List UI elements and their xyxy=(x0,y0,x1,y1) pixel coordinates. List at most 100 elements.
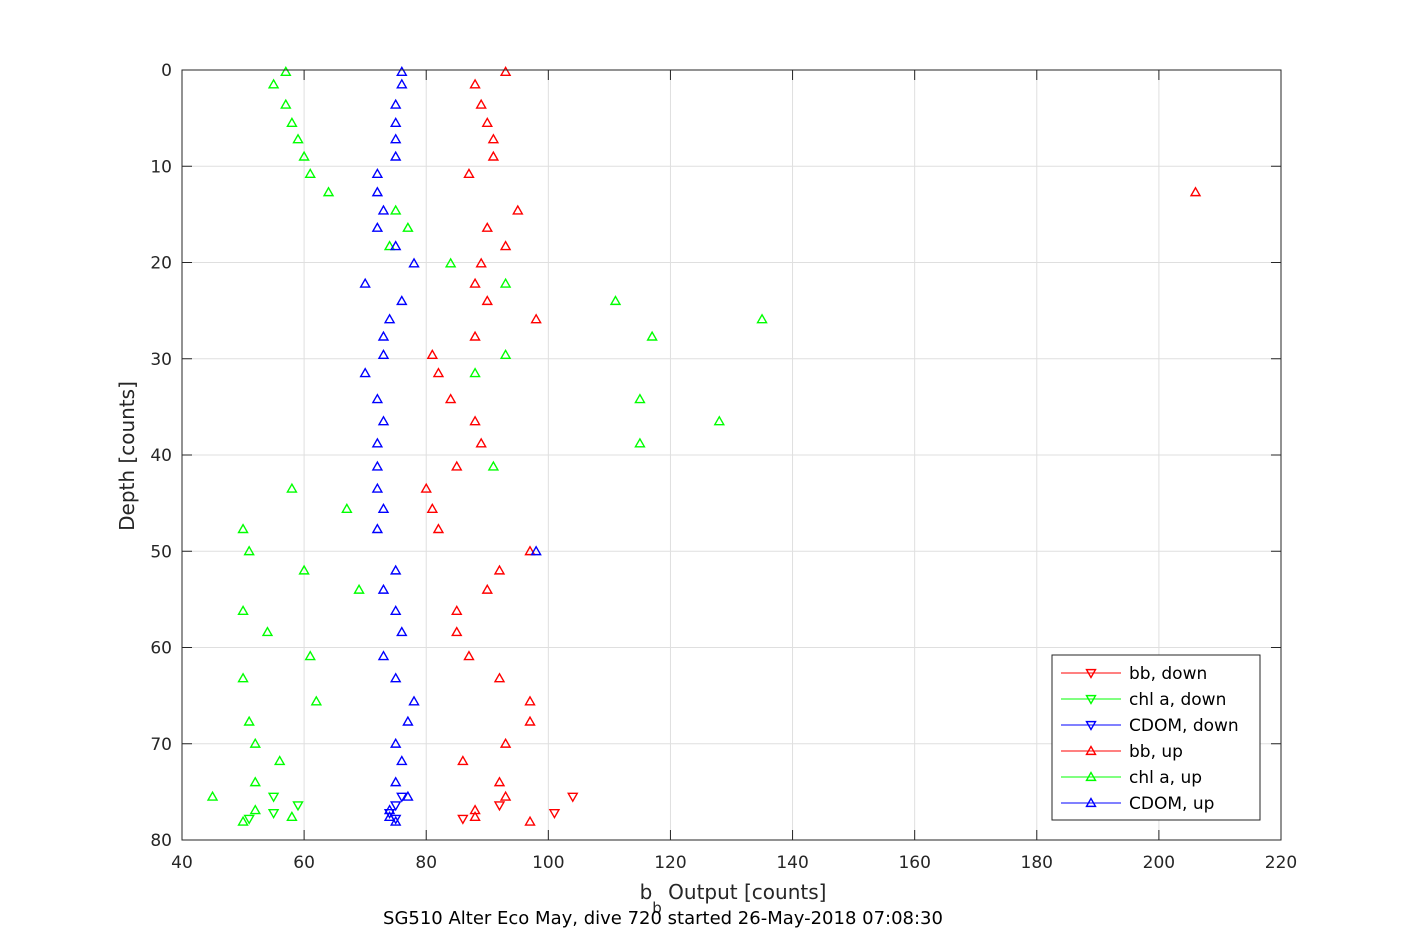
legend-marker-cdom-down xyxy=(1085,720,1097,731)
point-cdom-up xyxy=(389,776,402,787)
point-bb-up xyxy=(481,221,493,232)
point-bb-up xyxy=(524,545,536,556)
point-cdom-up xyxy=(371,221,384,232)
figure-caption: SG510 Alter Eco May, dive 720 started 26… xyxy=(383,908,943,929)
x-tick-label: 180 xyxy=(1021,853,1053,873)
point-bb-up xyxy=(499,737,512,748)
data-marks xyxy=(206,66,1202,826)
point-bb-up xyxy=(524,695,536,706)
y-tick-label: 40 xyxy=(150,446,172,466)
point-cdom-up xyxy=(377,330,390,341)
legend-label-cdom-down: CDOM, down xyxy=(1129,716,1239,736)
point-cdom-up xyxy=(377,583,390,594)
x-tick-label: 160 xyxy=(898,853,930,873)
point-chl-a-up xyxy=(713,415,725,426)
legend-marker-chl-a-down xyxy=(1085,694,1097,705)
point-cdom-up xyxy=(389,672,402,683)
point-chl-a-up xyxy=(267,78,280,89)
x-tick-label: 140 xyxy=(776,853,808,873)
point-cdom-up xyxy=(396,626,408,637)
point-cdom-up xyxy=(371,186,384,197)
point-cdom-up xyxy=(371,482,384,493)
point-bb-down xyxy=(457,814,469,825)
point-chl-a-up xyxy=(298,150,310,161)
point-chl-a-up xyxy=(280,66,292,76)
point-bb-up xyxy=(475,257,487,268)
point-chl-a-up xyxy=(249,737,261,748)
point-chl-a-up xyxy=(304,650,316,661)
point-bb-down xyxy=(567,792,579,803)
point-chl-a-up xyxy=(298,564,310,575)
point-chl-a-up xyxy=(273,755,286,766)
point-cdom-up xyxy=(371,523,384,534)
point-cdom-down xyxy=(396,792,408,803)
legend-label-chl-a-down: chl a, down xyxy=(1129,690,1226,710)
point-cdom-up xyxy=(389,133,402,144)
point-chl-a-up xyxy=(444,257,457,268)
x-tick-label: 40 xyxy=(171,853,193,873)
x-tick-label: 60 xyxy=(293,853,315,873)
point-chl-a-up xyxy=(634,393,646,404)
legend-items: bb, down chl a, down CDOM, down bb, up chl a… xyxy=(1061,664,1239,814)
point-chl-a-up xyxy=(499,277,512,288)
point-chl-a-down xyxy=(267,808,280,819)
point-cdom-up xyxy=(371,460,384,471)
point-bb-up xyxy=(481,117,493,128)
point-chl-a-up xyxy=(206,790,219,801)
point-bb-up xyxy=(432,523,445,534)
legend-marker-cdom-up xyxy=(1085,797,1097,808)
point-chl-a-up xyxy=(499,348,512,359)
point-chl-a-up xyxy=(310,695,323,706)
point-chl-a-up xyxy=(286,117,298,128)
point-cdom-up xyxy=(377,415,390,426)
point-chl-a-up xyxy=(237,605,249,615)
y-tick-label: 70 xyxy=(150,735,172,755)
legend-marker-chl-a-up xyxy=(1085,771,1097,782)
point-chl-a-up xyxy=(286,810,298,821)
point-chl-a-up xyxy=(237,523,249,534)
point-cdom-up xyxy=(377,348,390,359)
point-chl-a-up xyxy=(304,168,316,179)
point-chl-a-down xyxy=(243,814,255,825)
x-axis-title-main: b xyxy=(640,880,653,904)
point-bb-up xyxy=(487,133,500,144)
point-cdom-up xyxy=(377,502,390,513)
point-cdom-up xyxy=(383,810,396,821)
point-chl-a-up xyxy=(756,313,768,324)
legend-label-chl-a-up: chl a, up xyxy=(1129,768,1202,788)
point-bb-up xyxy=(463,168,475,179)
point-bb-up xyxy=(420,482,432,493)
y-tick-label: 50 xyxy=(150,542,172,562)
y-tick-label: 10 xyxy=(150,157,172,177)
point-bb-up xyxy=(426,502,439,513)
point-cdom-down xyxy=(389,801,402,812)
point-cdom-up xyxy=(371,393,384,404)
point-chl-a-up xyxy=(646,330,658,341)
point-bb-up xyxy=(451,460,463,471)
point-bb-up xyxy=(530,313,542,324)
point-chl-a-up xyxy=(237,815,249,826)
point-bb-up xyxy=(499,66,512,76)
point-cdom-up xyxy=(389,98,402,109)
point-chl-a-up xyxy=(469,367,481,378)
point-bb-up xyxy=(457,755,469,766)
point-chl-a-up xyxy=(341,502,353,513)
legend-label-cdom-up: CDOM, up xyxy=(1129,794,1214,814)
x-tick-label: 100 xyxy=(532,853,564,873)
legend: bb, down chl a, down CDOM, down bb, up chl a… xyxy=(1051,654,1261,821)
point-bb-up xyxy=(463,650,475,661)
point-bb-up xyxy=(512,204,524,215)
point-cdom-up xyxy=(408,695,420,706)
point-bb-up xyxy=(469,78,481,89)
point-cdom-up xyxy=(389,605,402,615)
point-chl-a-up xyxy=(261,626,274,637)
point-bb-up xyxy=(444,393,457,404)
point-chl-a-up xyxy=(353,583,365,594)
y-tick-label: 30 xyxy=(150,350,172,370)
point-bb-up xyxy=(499,240,512,251)
point-bb-down xyxy=(548,808,561,819)
point-chl-a-up xyxy=(383,240,396,251)
point-cdom-up xyxy=(371,168,384,179)
axis-ticks: 40 60 80 100 120 140 160 180 200 220 0 10 20 30 40 50 60… xyxy=(150,61,1297,873)
point-cdom-up xyxy=(359,277,371,288)
